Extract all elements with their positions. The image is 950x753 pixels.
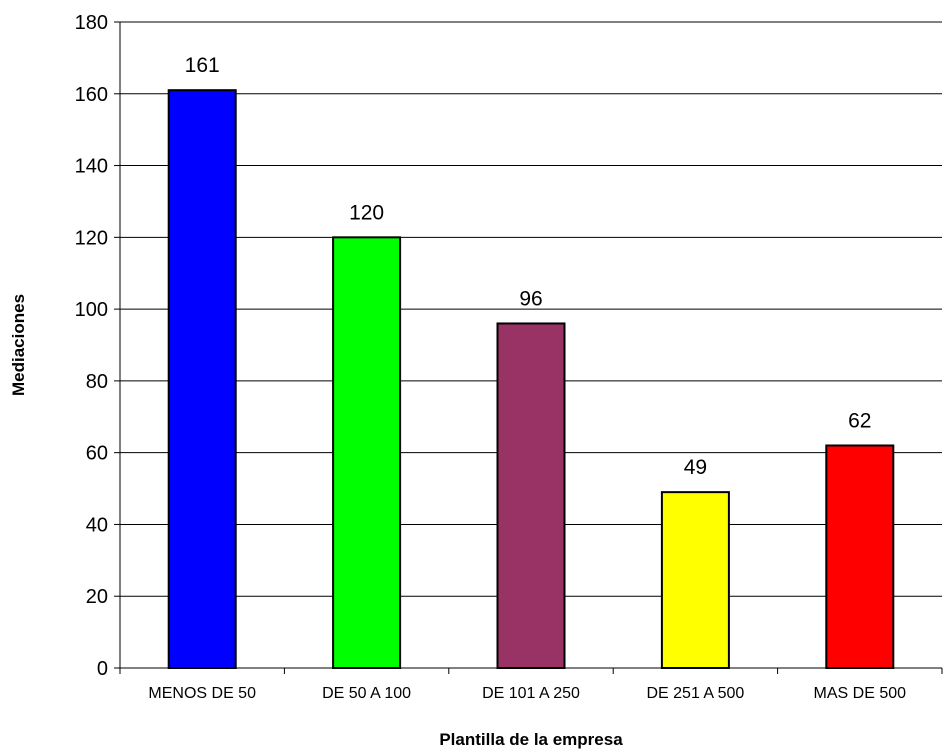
data-label: 161: [185, 54, 220, 77]
x-tick-label: DE 50 A 100: [322, 685, 411, 702]
x-tick-label: MAS DE 500: [814, 685, 907, 702]
bar: [332, 236, 402, 669]
bar: [660, 491, 730, 669]
y-tick-label: 20: [86, 586, 108, 608]
x-tick-label: DE 251 A 500: [646, 685, 744, 702]
y-tick-label: 0: [97, 658, 108, 680]
y-tick-label: 160: [75, 84, 108, 106]
y-axis-title: Mediaciones: [9, 294, 28, 396]
x-tick-label: DE 101 A 250: [482, 685, 580, 702]
data-label: 96: [519, 287, 542, 310]
data-label: 62: [848, 409, 871, 432]
y-axis-ticks: 0 20 40 60 80 100 120 140 160 180: [75, 12, 120, 680]
x-axis-title: Plantilla de la empresa: [439, 730, 623, 749]
bar: [167, 89, 237, 669]
bars: [167, 89, 895, 669]
bar: [496, 322, 566, 669]
y-tick-label: 140: [75, 156, 108, 178]
y-tick-label: 120: [75, 227, 108, 249]
data-labels: 161 120 96 49 62: [185, 54, 872, 479]
x-tick-label: MENOS DE 50: [148, 685, 256, 702]
y-tick-label: 60: [86, 443, 108, 465]
y-tick-label: 40: [86, 514, 108, 536]
y-tick-label: 80: [86, 371, 108, 393]
gridlines: [120, 21, 942, 597]
bar: [825, 444, 895, 669]
y-tick-label: 100: [75, 299, 108, 321]
data-label: 120: [349, 201, 384, 224]
data-label: 49: [684, 456, 707, 479]
y-tick-label: 180: [75, 12, 108, 34]
x-axis-ticks: MENOS DE 50 DE 50 A 100 DE 101 A 250 DE 251…: [119, 668, 943, 702]
